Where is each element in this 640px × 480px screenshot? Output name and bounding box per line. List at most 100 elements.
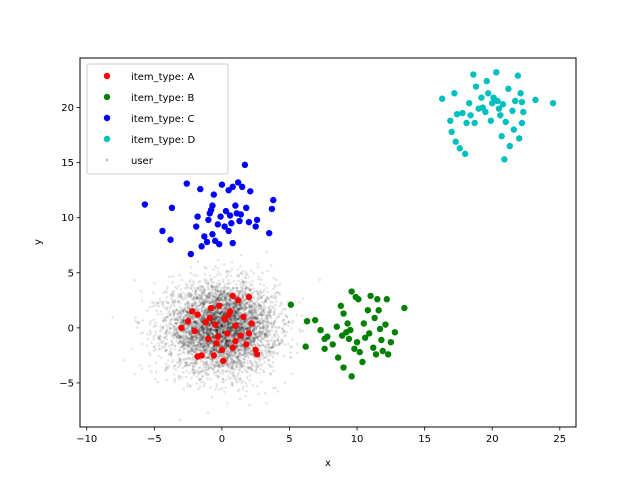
user-point	[158, 297, 162, 301]
user-point	[262, 288, 266, 292]
user-point	[258, 289, 262, 292]
user-point	[204, 300, 208, 304]
user-point	[226, 402, 229, 405]
user-point	[189, 333, 193, 336]
user-point	[200, 326, 204, 330]
user-point	[226, 273, 230, 277]
user-point	[179, 357, 182, 361]
user-point	[262, 327, 265, 331]
user-point	[254, 311, 257, 315]
user-point	[200, 325, 203, 329]
user-point	[261, 343, 264, 346]
user-point	[224, 325, 227, 328]
user-point	[188, 343, 191, 347]
user-point	[263, 306, 267, 309]
user-point	[230, 357, 233, 361]
user-point	[251, 329, 255, 333]
user-point	[178, 311, 182, 314]
user-point	[226, 357, 229, 360]
user-point	[218, 282, 221, 286]
user-point	[179, 334, 182, 337]
user-point	[209, 277, 212, 281]
user-point	[193, 303, 197, 307]
user-point	[223, 342, 227, 346]
user-point	[250, 368, 254, 371]
user-point	[221, 340, 225, 344]
user-point	[232, 374, 235, 378]
user-point	[191, 352, 194, 356]
user-point	[274, 317, 278, 320]
user-point	[256, 298, 259, 301]
user-point	[140, 367, 144, 370]
user-point	[184, 297, 188, 300]
user-point	[223, 296, 226, 300]
user-point	[228, 339, 231, 342]
user-point	[184, 336, 188, 340]
user-point	[219, 312, 222, 316]
user-point	[207, 325, 210, 329]
user-point	[266, 325, 270, 328]
user-point	[257, 392, 261, 396]
user-point	[225, 298, 229, 302]
user-point	[223, 327, 226, 331]
user-point	[238, 347, 242, 351]
user-point	[189, 271, 193, 275]
user-point	[224, 339, 227, 343]
user-point	[173, 348, 177, 351]
user-point	[196, 308, 199, 311]
user-point	[229, 351, 233, 355]
user-point	[163, 336, 167, 340]
user-point	[234, 360, 237, 363]
user-point	[233, 330, 237, 333]
user-point	[257, 323, 260, 327]
user-point	[244, 276, 248, 279]
user-point	[263, 338, 267, 342]
user-point	[194, 320, 198, 323]
user-point	[234, 378, 238, 382]
user-point	[197, 345, 200, 349]
user-point	[214, 264, 217, 268]
user-point	[176, 318, 179, 322]
user-point	[220, 323, 223, 327]
user-point	[256, 265, 260, 269]
user-point	[123, 359, 126, 362]
user-point	[193, 321, 197, 325]
user-point	[223, 291, 226, 294]
user-point	[191, 371, 195, 375]
user-point	[244, 337, 248, 341]
user-point	[211, 349, 215, 352]
user-point	[216, 374, 219, 378]
user-point	[266, 335, 270, 339]
user-point	[266, 329, 269, 332]
user-point	[185, 283, 189, 287]
user-point	[198, 304, 202, 307]
user-point	[204, 351, 208, 355]
user-point	[181, 310, 185, 313]
user-point	[216, 328, 219, 332]
user-point	[210, 335, 214, 338]
user-point	[205, 356, 209, 360]
user-point	[255, 361, 259, 364]
user-point	[196, 333, 200, 336]
user-point	[226, 293, 229, 297]
user-point	[201, 337, 205, 340]
user-point	[278, 326, 281, 329]
user-point	[157, 337, 161, 340]
user-point	[201, 317, 205, 320]
user-point	[184, 361, 187, 364]
user-point	[172, 324, 175, 328]
user-point	[136, 326, 139, 329]
user-point	[271, 343, 275, 346]
user-point	[251, 310, 255, 314]
user-point	[237, 349, 240, 352]
user-point	[232, 302, 235, 306]
user-point	[220, 293, 224, 297]
user-point	[182, 338, 185, 341]
user-point	[242, 293, 245, 297]
user-point	[238, 329, 241, 333]
user-point	[226, 374, 230, 378]
user-point	[248, 374, 252, 377]
user-point	[179, 362, 182, 366]
user-point	[269, 316, 273, 320]
user-point	[223, 325, 226, 329]
